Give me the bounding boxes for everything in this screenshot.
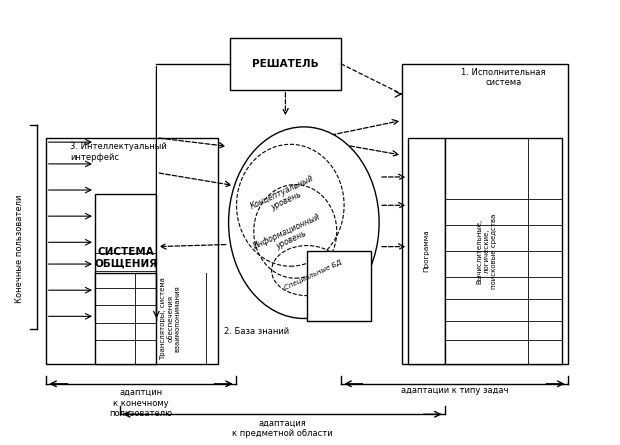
FancyBboxPatch shape [307, 251, 371, 321]
Text: 2. База знаний: 2. База знаний [224, 327, 289, 336]
FancyBboxPatch shape [409, 138, 445, 364]
Text: Специальные БД: Специальные БД [283, 259, 343, 291]
Text: Информационный
уровень: Информационный уровень [252, 211, 326, 260]
Text: адаптации к типу задач: адаптации к типу задач [401, 386, 508, 395]
Text: 3. Интеллектуальный
интерфейс: 3. Интеллектуальный интерфейс [70, 142, 167, 162]
Text: Конечные пользователи: Конечные пользователи [16, 194, 24, 303]
Text: Трансляторы, система
обеспечения
взаимопонимания: Трансляторы, система обеспечения взаимоп… [160, 277, 180, 360]
Ellipse shape [229, 127, 379, 319]
Text: Программа: Программа [423, 230, 430, 272]
Text: адаптация
к предметной области: адаптация к предметной области [232, 419, 333, 438]
Text: Вычислительные,
логические,
поисковые средства: Вычислительные, логические, поисковые ср… [477, 213, 497, 289]
FancyBboxPatch shape [95, 273, 156, 364]
Text: РЕШАТЕЛЬ: РЕШАТЕЛЬ [252, 59, 319, 69]
FancyBboxPatch shape [95, 194, 156, 321]
FancyBboxPatch shape [445, 138, 562, 364]
Text: СИСТЕМА
ОБЩЕНИЯ: СИСТЕМА ОБЩЕНИЯ [94, 247, 157, 268]
FancyBboxPatch shape [230, 38, 341, 90]
Text: Концептуальный
уровень: Концептуальный уровень [249, 173, 319, 220]
FancyBboxPatch shape [402, 64, 568, 364]
Text: 1. Исполнительная
система: 1. Исполнительная система [461, 68, 546, 88]
FancyBboxPatch shape [46, 138, 218, 364]
Text: адаптцин
к конечному
пользователю: адаптцин к конечному пользователю [110, 388, 172, 418]
